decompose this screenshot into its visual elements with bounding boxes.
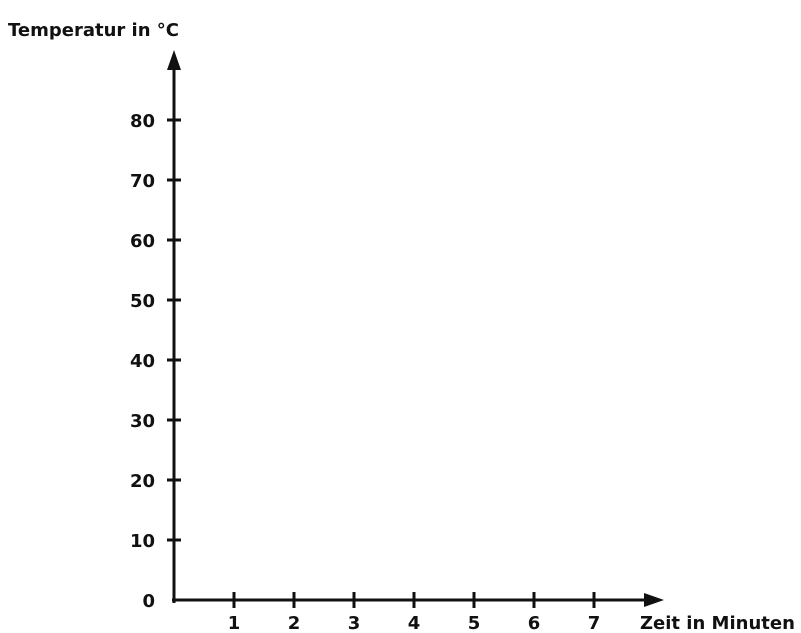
y-axis-arrow-icon (167, 50, 181, 70)
x-tick-label: 7 (588, 613, 601, 633)
y-tick-label: 60 (130, 231, 155, 252)
y-tick-label: 80 (130, 111, 155, 132)
y-axis-label: Temperatur in °C (8, 20, 179, 41)
x-tick-label: 3 (348, 613, 361, 633)
y-tick-label: 10 (130, 531, 155, 552)
x-tick-label: 6 (528, 613, 541, 633)
y-tick-label: 30 (130, 411, 155, 432)
x-tick-label: 1 (228, 613, 241, 633)
y-tick-label: 40 (130, 351, 155, 372)
y-tick-label: 50 (130, 291, 155, 312)
y-tick-label: 0 (142, 591, 155, 612)
x-axis-arrow-icon (644, 593, 664, 607)
y-tick-label: 20 (130, 471, 155, 492)
x-ticks: 1 2 3 4 5 6 7 (228, 592, 601, 633)
x-tick-label: 5 (468, 613, 481, 633)
axes (167, 50, 664, 607)
x-tick-label: 4 (408, 613, 421, 633)
x-tick-label: 2 (288, 613, 301, 633)
x-axis-label: Zeit in Minuten (640, 613, 795, 633)
y-tick-label: 70 (130, 171, 155, 192)
